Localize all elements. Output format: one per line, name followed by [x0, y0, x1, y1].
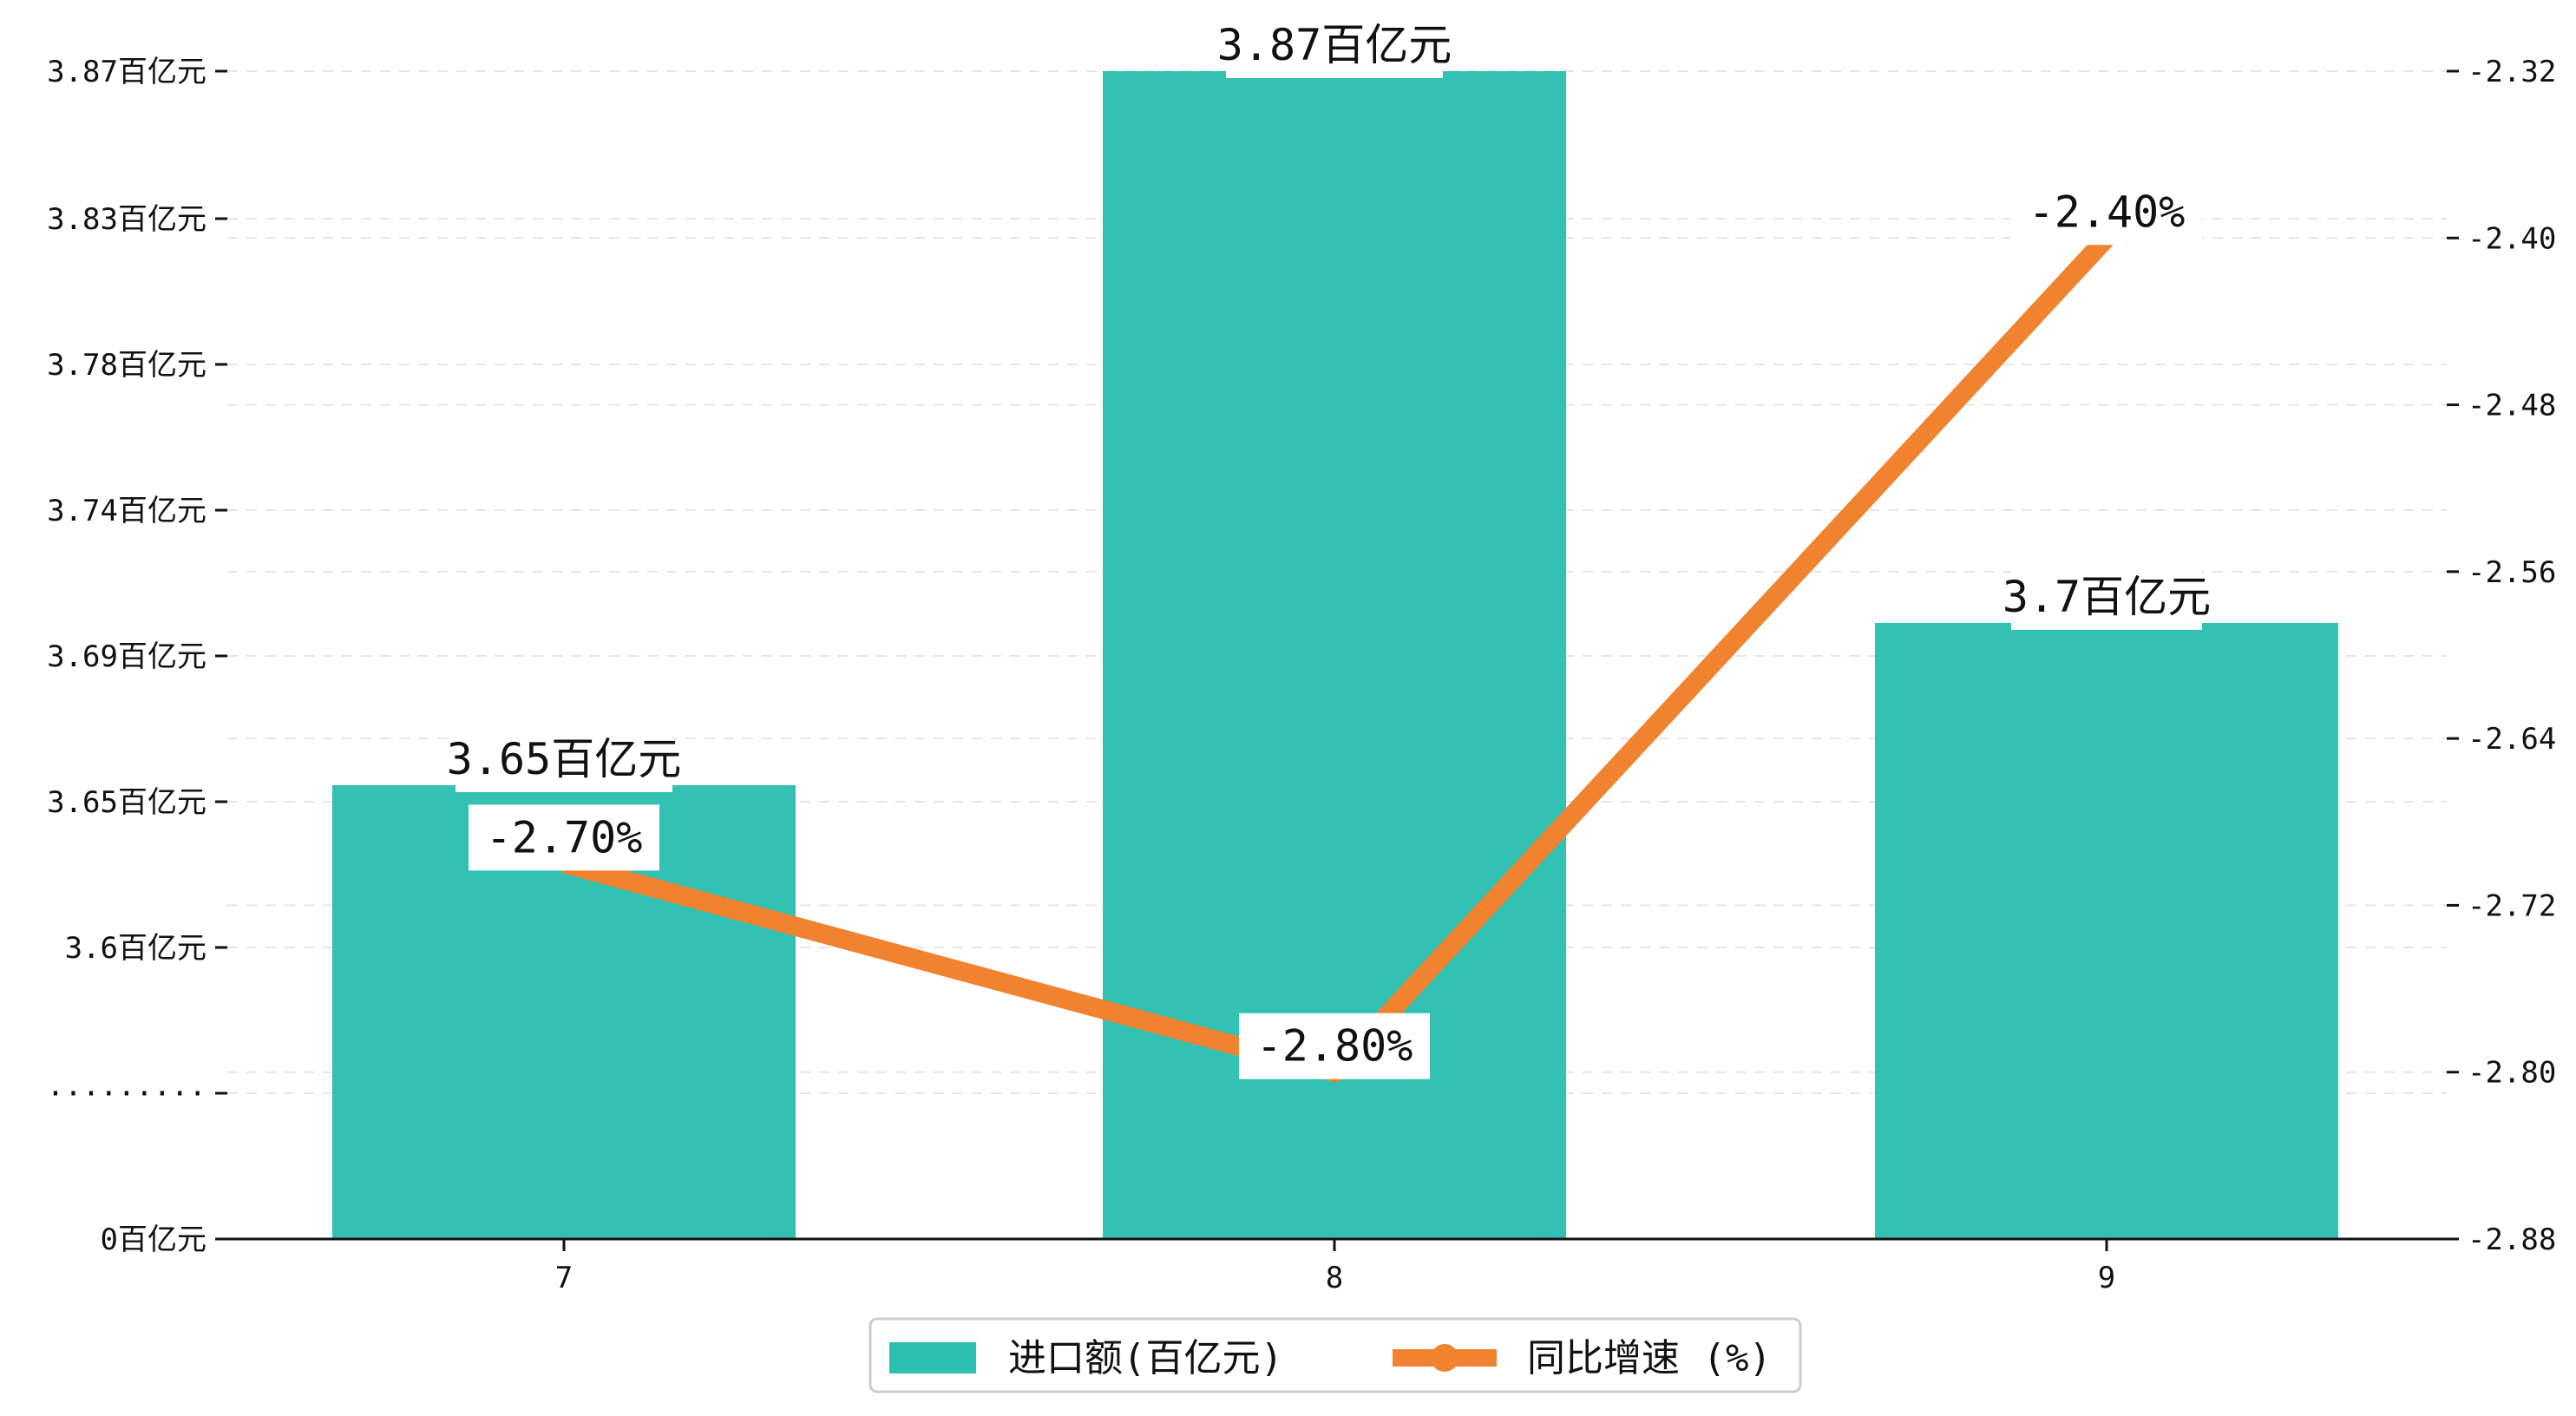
bar-label-9: 3.7百亿元: [2002, 572, 2211, 622]
bar-label-8-group: 3.87百亿元: [1217, 12, 1452, 78]
growth-label-9-box: [2011, 179, 2202, 246]
bar-label-7-group: 3.65百亿元: [447, 725, 681, 792]
y-right-tick-label: -2.88: [2468, 1223, 2556, 1257]
y-right-tick-label: -2.64: [2468, 722, 2556, 757]
y-right-tick-label: -2.80: [2468, 1056, 2556, 1091]
bar-label-8: 3.87百亿元: [1217, 20, 1452, 70]
growth-label-8: -2.80%: [1256, 1021, 1413, 1072]
y-right-tick-label: -2.56: [2468, 555, 2556, 590]
y-right-tick-label: -2.72: [2468, 888, 2556, 923]
legend: 进口额(百亿元) 同比增速 (%): [868, 1317, 1802, 1393]
x-tick-label-8: 8: [1326, 1261, 1343, 1295]
y-left-tick-label: 3.87百亿元: [47, 55, 206, 89]
growth-label-8-group: -2.80%: [1239, 1013, 1430, 1079]
growth-label-9-group: -2.40%: [2011, 179, 2202, 246]
y-left-tick-label: ·········: [47, 1077, 206, 1111]
bar-label-9-box: [2011, 563, 2202, 630]
bar-label-7: 3.65百亿元: [447, 734, 681, 784]
legend-label-growth: 同比增速 (%): [1527, 1336, 1772, 1380]
bar-label-9-group: 3.7百亿元: [2002, 563, 2211, 630]
y-left-tick-label: 3.74百亿元: [47, 494, 206, 528]
y-left-tick-label: 3.69百亿元: [47, 639, 206, 674]
legend-swatch-import: [889, 1342, 976, 1373]
growth-label-7: -2.70%: [486, 812, 643, 862]
y-left-tick-label: 3.6百亿元: [65, 931, 206, 966]
y-left-tick-label: 3.65百亿元: [47, 785, 206, 820]
growth-label-8-box: [1239, 1013, 1430, 1079]
bar-9: [1875, 622, 2338, 1239]
y-right-tick-label: -2.40: [2468, 221, 2556, 256]
y-left-tick-label: 0百亿元: [101, 1223, 206, 1257]
axes-layer: 0百亿元 ········· 3.6百亿元 3.65百亿元 3.69百亿元 3.74百亿元…: [47, 55, 2557, 1295]
bar-label-8-box: [1226, 12, 1443, 78]
y-left-tick-label: 3.78百亿元: [47, 348, 206, 383]
y-right-tick-label: -2.48: [2468, 389, 2556, 423]
x-tick-label-7: 7: [555, 1261, 573, 1295]
growth-label-9: -2.40%: [2029, 187, 2186, 237]
labels-layer: 3.65百亿元 3.87百亿元 3.7百亿元 -2.70% -2.80% -2.40%: [447, 12, 2211, 1079]
bar-label-7-box: [456, 725, 672, 792]
y-left-tick-label: 3.83百亿元: [47, 202, 206, 237]
growth-label-7-box: [469, 804, 659, 871]
legend-marker-growth: [1431, 1344, 1458, 1372]
x-tick-label-9: 9: [2098, 1261, 2115, 1295]
y-right-tick-label: -2.32: [2468, 55, 2556, 89]
legend-label-import: 进口额(百亿元): [1008, 1336, 1283, 1380]
growth-label-7-group: -2.70%: [469, 804, 659, 871]
legend-frame: [868, 1317, 1802, 1393]
